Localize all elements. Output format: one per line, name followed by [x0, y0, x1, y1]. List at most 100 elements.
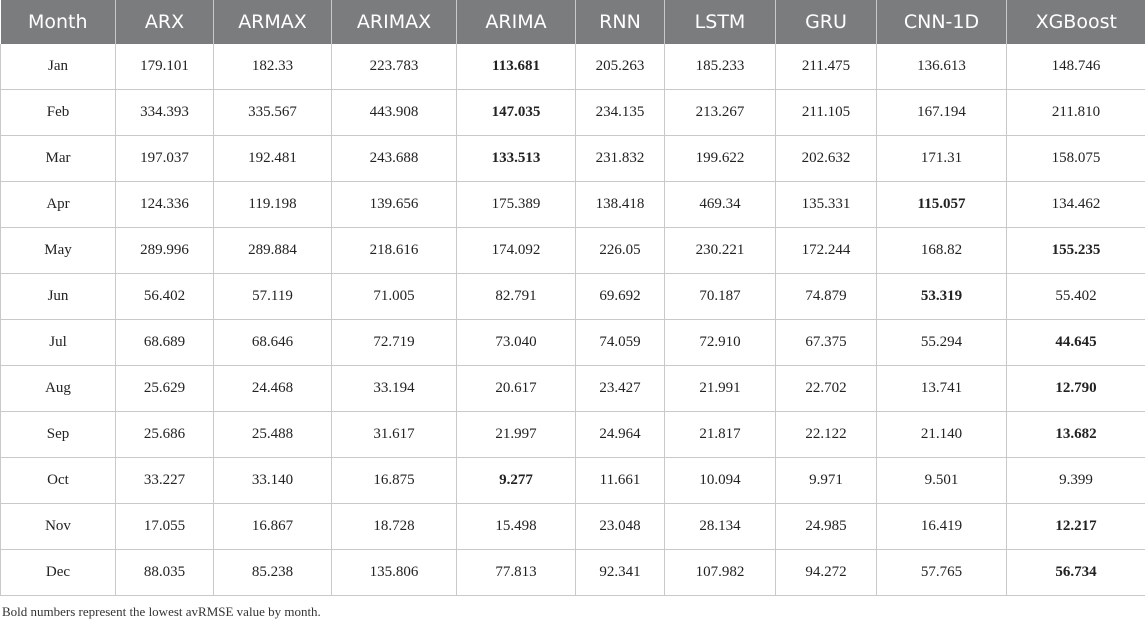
table-row: Mar 197.037 192.481 243.688 133.513 231.832 19…	[0, 135, 1145, 182]
value-cell: 202.632	[775, 135, 877, 182]
month-cell: Feb	[0, 89, 116, 136]
value-cell: 73.040	[456, 319, 576, 366]
value-cell: 185.233	[664, 44, 776, 90]
value-cell: 24.468	[213, 365, 332, 412]
month-cell: Sep	[0, 411, 116, 458]
value-cell: 31.617	[331, 411, 457, 458]
value-cell: 70.187	[664, 273, 776, 320]
value-cell: 16.419	[876, 503, 1007, 550]
value-cell: 135.331	[775, 181, 877, 228]
value-cell: 9.971	[775, 457, 877, 504]
value-cell: 33.227	[115, 457, 214, 504]
value-cell: 55.294	[876, 319, 1007, 366]
value-cell: 92.341	[575, 549, 665, 596]
value-cell: 119.198	[213, 181, 332, 228]
value-cell: 74.059	[575, 319, 665, 366]
value-cell: 21.991	[664, 365, 776, 412]
value-cell: 9.399	[1006, 457, 1145, 504]
value-cell: 155.235	[1006, 227, 1145, 274]
value-cell: 147.035	[456, 89, 576, 136]
table-row: Oct 33.227 33.140 16.875 9.277 11.661 10.094 9.…	[0, 457, 1145, 504]
value-cell: 226.05	[575, 227, 665, 274]
value-cell: 25.488	[213, 411, 332, 458]
month-cell: Jun	[0, 273, 116, 320]
value-cell: 21.817	[664, 411, 776, 458]
value-cell: 16.867	[213, 503, 332, 550]
value-cell: 68.646	[213, 319, 332, 366]
value-cell: 230.221	[664, 227, 776, 274]
value-cell: 211.475	[775, 44, 877, 90]
value-cell: 115.057	[876, 181, 1007, 228]
value-cell: 44.645	[1006, 319, 1145, 366]
value-cell: 182.33	[213, 44, 332, 90]
month-cell: Aug	[0, 365, 116, 412]
value-cell: 134.462	[1006, 181, 1145, 228]
table-body: Jan 179.101 182.33 223.783 113.681 205.263 185…	[0, 44, 1145, 596]
value-cell: 179.101	[115, 44, 214, 90]
value-cell: 289.884	[213, 227, 332, 274]
value-cell: 174.092	[456, 227, 576, 274]
month-cell: Jul	[0, 319, 116, 366]
month-cell: Oct	[0, 457, 116, 504]
column-header-month: Month	[0, 0, 116, 44]
value-cell: 33.140	[213, 457, 332, 504]
value-cell: 243.688	[331, 135, 457, 182]
value-cell: 139.656	[331, 181, 457, 228]
value-cell: 205.263	[575, 44, 665, 90]
month-cell: Jan	[0, 44, 116, 90]
column-header-gru: GRU	[775, 0, 877, 44]
value-cell: 124.336	[115, 181, 214, 228]
value-cell: 18.728	[331, 503, 457, 550]
value-cell: 20.617	[456, 365, 576, 412]
value-cell: 172.244	[775, 227, 877, 274]
value-cell: 113.681	[456, 44, 576, 90]
value-cell: 199.622	[664, 135, 776, 182]
table-row: Jun 56.402 57.119 71.005 82.791 69.692 70.187 7…	[0, 273, 1145, 320]
value-cell: 71.005	[331, 273, 457, 320]
value-cell: 69.692	[575, 273, 665, 320]
value-cell: 167.194	[876, 89, 1007, 136]
value-cell: 13.682	[1006, 411, 1145, 458]
value-cell: 74.879	[775, 273, 877, 320]
value-cell: 72.719	[331, 319, 457, 366]
column-header-rnn: RNN	[575, 0, 665, 44]
value-cell: 148.746	[1006, 44, 1145, 90]
value-cell: 192.481	[213, 135, 332, 182]
value-cell: 24.985	[775, 503, 877, 550]
table-header: Month ARX ARMAX ARIMAX ARIMA RNN LSTM GRU CNN-1D…	[0, 0, 1145, 44]
value-cell: 57.119	[213, 273, 332, 320]
value-cell: 25.629	[115, 365, 214, 412]
value-cell: 136.613	[876, 44, 1007, 90]
month-cell: Nov	[0, 503, 116, 550]
results-table: Month ARX ARMAX ARIMAX ARIMA RNN LSTM GRU CNN-1D…	[0, 0, 1145, 596]
value-cell: 135.806	[331, 549, 457, 596]
value-cell: 23.427	[575, 365, 665, 412]
value-cell: 211.810	[1006, 89, 1145, 136]
value-cell: 138.418	[575, 181, 665, 228]
table-row: Apr 124.336 119.198 139.656 175.389 138.418 46…	[0, 181, 1145, 228]
table-row: Dec 88.035 85.238 135.806 77.813 92.341 107.98…	[0, 549, 1145, 596]
value-cell: 22.702	[775, 365, 877, 412]
value-cell: 197.037	[115, 135, 214, 182]
value-cell: 77.813	[456, 549, 576, 596]
value-cell: 53.319	[876, 273, 1007, 320]
value-cell: 175.389	[456, 181, 576, 228]
month-cell: Mar	[0, 135, 116, 182]
value-cell: 56.402	[115, 273, 214, 320]
table-row: Sep 25.686 25.488 31.617 21.997 24.964 21.817 2…	[0, 411, 1145, 458]
value-cell: 21.140	[876, 411, 1007, 458]
month-cell: Dec	[0, 549, 116, 596]
column-header-lstm: LSTM	[664, 0, 776, 44]
header-row: Month ARX ARMAX ARIMAX ARIMA RNN LSTM GRU CNN-1D…	[0, 0, 1145, 44]
column-header-cnn-1d: CNN-1D	[876, 0, 1007, 44]
table-row: Nov 17.055 16.867 18.728 15.498 23.048 28.134 2…	[0, 503, 1145, 550]
value-cell: 171.31	[876, 135, 1007, 182]
value-cell: 17.055	[115, 503, 214, 550]
value-cell: 13.741	[876, 365, 1007, 412]
value-cell: 28.134	[664, 503, 776, 550]
table-row: Aug 25.629 24.468 33.194 20.617 23.427 21.991 2…	[0, 365, 1145, 412]
value-cell: 23.048	[575, 503, 665, 550]
column-header-arx: ARX	[115, 0, 214, 44]
column-header-armax: ARMAX	[213, 0, 332, 44]
value-cell: 168.82	[876, 227, 1007, 274]
